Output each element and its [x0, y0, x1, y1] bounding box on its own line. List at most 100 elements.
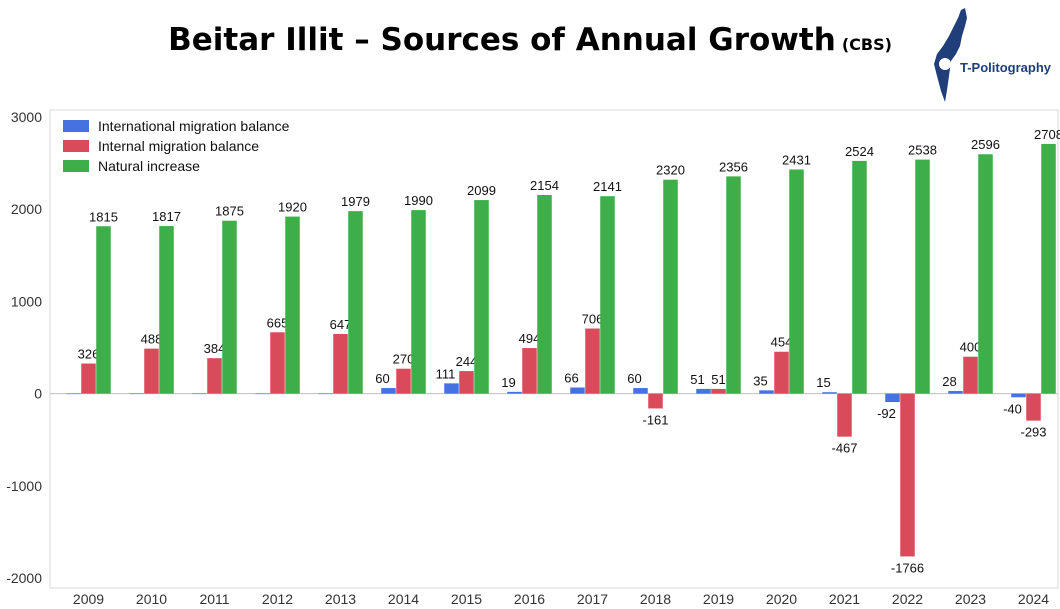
data-label: 488 — [141, 332, 163, 347]
bar-internal-migration-balance — [711, 388, 726, 394]
bar-internal-migration-balance — [270, 332, 285, 394]
y-tick-label: 2000 — [11, 201, 42, 217]
bar-internal-migration-balance — [837, 393, 852, 437]
x-tick-label: 2018 — [640, 591, 671, 607]
bar-internal-migration-balance — [81, 363, 96, 394]
y-tick-label: -2000 — [6, 570, 42, 586]
x-tick-label: 2020 — [766, 591, 797, 607]
logo-emblem-icon — [939, 58, 951, 70]
bar-internal-migration-balance — [774, 351, 789, 394]
data-label: 15 — [816, 375, 830, 390]
bar-internal-migration-balance — [207, 358, 222, 394]
bar-natural-increase — [159, 226, 174, 394]
bar-international-migration-balance — [948, 391, 963, 394]
bar-international-migration-balance — [759, 390, 774, 394]
data-label: 2708 — [1034, 127, 1060, 142]
y-tick-label: 3000 — [11, 109, 42, 125]
data-label: 51 — [711, 372, 725, 387]
bar-natural-increase — [96, 226, 111, 394]
data-label: 1815 — [89, 209, 118, 224]
data-label: 2154 — [530, 178, 559, 193]
israel-map-shape — [934, 8, 967, 102]
chart-title-main: Beitar Illit – Sources of Annual Growth — [168, 22, 836, 58]
bar-natural-increase — [726, 176, 741, 394]
bar-internal-migration-balance — [648, 393, 663, 409]
legend-swatch — [63, 140, 89, 152]
bar-internal-migration-balance — [522, 348, 537, 394]
data-label: 28 — [942, 374, 956, 389]
x-tick-label: 2021 — [829, 591, 860, 607]
bar-international-migration-balance — [66, 393, 81, 395]
logo-text: T-Politography — [960, 60, 1051, 75]
data-label: 66 — [564, 371, 578, 386]
data-label: 51 — [690, 372, 704, 387]
data-label: 270 — [393, 352, 415, 367]
x-tick-label: 2019 — [703, 591, 734, 607]
legend-label: Internal migration balance — [98, 138, 259, 154]
y-tick-label: -1000 — [6, 478, 42, 494]
data-label: 2596 — [971, 137, 1000, 152]
bar-internal-migration-balance — [900, 393, 915, 557]
data-label: -467 — [831, 441, 857, 456]
chart-title: Beitar Illit – Sources of Annual Growth (… — [0, 22, 1060, 58]
bar-internal-migration-balance — [585, 328, 600, 394]
legend-label: International migration balance — [98, 118, 290, 134]
legend-background — [53, 112, 321, 178]
data-label: 1875 — [215, 204, 244, 219]
bar-natural-increase — [285, 216, 300, 394]
bar-international-migration-balance — [255, 393, 270, 395]
data-label: 494 — [519, 331, 541, 346]
x-tick-label: 2012 — [262, 591, 293, 607]
bar-internal-migration-balance — [1026, 393, 1041, 421]
x-tick-label: 2014 — [388, 591, 419, 607]
plot-frame — [49, 109, 1059, 589]
legend-swatch — [63, 160, 89, 172]
data-label: 647 — [330, 317, 352, 332]
bar-natural-increase — [663, 179, 678, 394]
data-label: 326 — [78, 347, 100, 362]
data-label: 244 — [456, 354, 478, 369]
data-label: 60 — [627, 371, 641, 386]
bar-natural-increase — [537, 195, 552, 394]
bar-natural-increase — [915, 159, 930, 394]
x-tick-label: 2013 — [325, 591, 356, 607]
data-label: 1920 — [278, 200, 307, 215]
data-label: 2431 — [782, 152, 811, 167]
bar-internal-migration-balance — [459, 371, 474, 394]
data-label: 454 — [771, 335, 793, 350]
data-label: 400 — [960, 340, 982, 355]
bar-internal-migration-balance — [963, 356, 978, 394]
bar-internal-migration-balance — [333, 333, 348, 394]
data-label: 2141 — [593, 179, 622, 194]
bar-natural-increase — [222, 220, 237, 394]
bar-international-migration-balance — [1011, 393, 1026, 398]
bar-natural-increase — [474, 200, 489, 394]
data-label: -40 — [1003, 401, 1022, 416]
x-tick-label: 2011 — [199, 591, 229, 607]
bar-natural-increase — [1041, 143, 1056, 394]
bar-natural-increase — [600, 196, 615, 394]
data-label: 2320 — [656, 163, 685, 178]
legend-label: Natural increase — [98, 158, 200, 174]
bar-internal-migration-balance — [396, 368, 411, 394]
bar-natural-increase — [348, 211, 363, 394]
bar-international-migration-balance — [633, 388, 648, 394]
bar-natural-increase — [789, 169, 804, 394]
bar-international-migration-balance — [507, 391, 522, 394]
bar-international-migration-balance — [381, 388, 396, 394]
y-tick-label: 0 — [34, 386, 42, 402]
chart-title-source: (CBS) — [841, 35, 892, 54]
x-tick-label: 2022 — [892, 591, 923, 607]
data-label: 706 — [582, 312, 604, 327]
x-tick-label: 2016 — [514, 591, 545, 607]
data-label: 1979 — [341, 194, 370, 209]
x-tick-label: 2024 — [1018, 591, 1049, 607]
data-label: 665 — [267, 315, 289, 330]
data-label: 2356 — [719, 159, 748, 174]
bar-international-migration-balance — [318, 393, 333, 395]
y-tick-label: 1000 — [11, 293, 42, 309]
bar-international-migration-balance — [885, 393, 900, 403]
bar-international-migration-balance — [129, 393, 144, 395]
bar-international-migration-balance — [444, 383, 459, 394]
